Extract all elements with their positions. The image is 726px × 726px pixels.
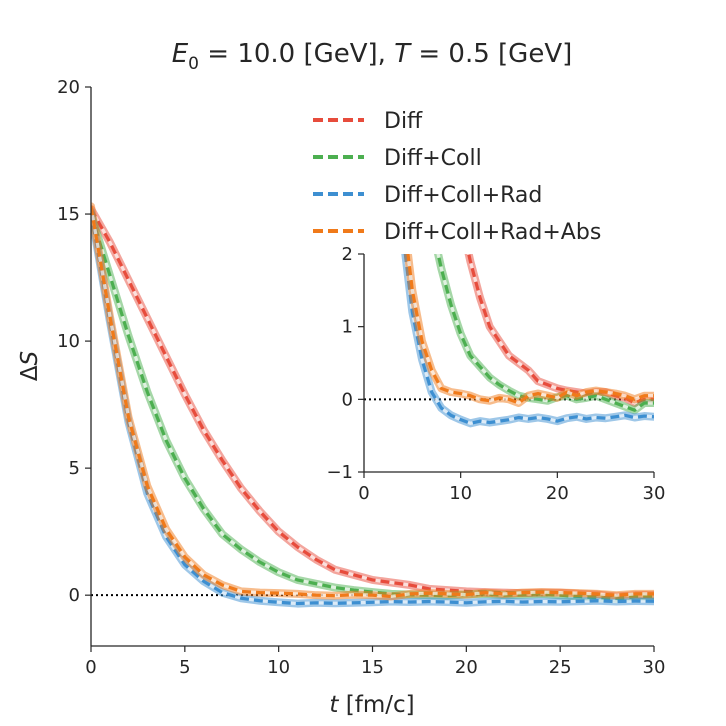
- legend-label-diff-coll-rad-abs: Diff+Coll+Rad+Abs: [384, 220, 601, 245]
- inset-line-diff-coll: [436, 254, 654, 412]
- main-x-tick-label: 20: [455, 657, 478, 678]
- legend: Diff Diff+Coll Diff+Coll+Rad Diff+Coll+Rad+…: [313, 109, 601, 245]
- inset-y-tick-label: 0: [342, 389, 353, 410]
- main-y-tick-label: 10: [57, 331, 80, 352]
- inset-line-gap-diff-coll-rad: [403, 254, 654, 425]
- main-plot-area: [91, 202, 654, 608]
- main-line-diff-coll-rad-abs: [91, 206, 654, 599]
- legend-label-diff-coll-rad: Diff+Coll+Rad: [384, 183, 542, 208]
- main-y-tick-label: 20: [57, 77, 80, 98]
- inset-line-diff-coll-rad: [403, 254, 654, 425]
- y-axis-label: ΔS: [17, 351, 43, 381]
- main-y-tick-label: 0: [69, 585, 80, 606]
- inset-x-tick-label: 0: [358, 483, 369, 504]
- main-x-tick-label: 15: [361, 657, 384, 678]
- main-line-diff: [91, 208, 654, 599]
- main-y-tick-label: 15: [57, 204, 80, 225]
- inset-line-gap-diff: [467, 254, 654, 405]
- main-y-tick-label: 5: [69, 458, 80, 479]
- main-x-tick-label: 10: [267, 657, 290, 678]
- inset-y-tick-label: 2: [342, 244, 353, 265]
- inset-x-tick-label: 10: [449, 483, 472, 504]
- inset-y-tick-label: −1: [326, 462, 353, 483]
- inset-line-diff-coll-rad-abs: [406, 254, 654, 405]
- legend-label-diff: Diff: [384, 109, 423, 134]
- chart-title: E0 = 10.0 [GeV], T = 0.5 [GeV]: [172, 39, 573, 74]
- legend-label-diff-coll: Diff+Coll: [384, 146, 482, 171]
- main-line-gap-diff-coll-rad-abs: [91, 206, 654, 599]
- x-axis-label: t [fm/c]: [329, 692, 414, 718]
- inset-x-tick-label: 30: [643, 483, 666, 504]
- main-x-tick-label: 25: [549, 657, 572, 678]
- main-line-diff-coll-rad: [91, 211, 654, 606]
- inset-y-tick-label: 1: [342, 317, 353, 338]
- inset-plot-area: [364, 254, 654, 428]
- inset-x-tick-label: 20: [546, 483, 569, 504]
- main-x-tick-label: 5: [179, 657, 190, 678]
- main-x-tick-label: 0: [85, 657, 96, 678]
- inset-line-gap-diff-coll-rad-abs: [406, 254, 654, 405]
- main-line-gap-diff-coll-rad: [91, 211, 654, 606]
- main-x-tick-label: 30: [643, 657, 666, 678]
